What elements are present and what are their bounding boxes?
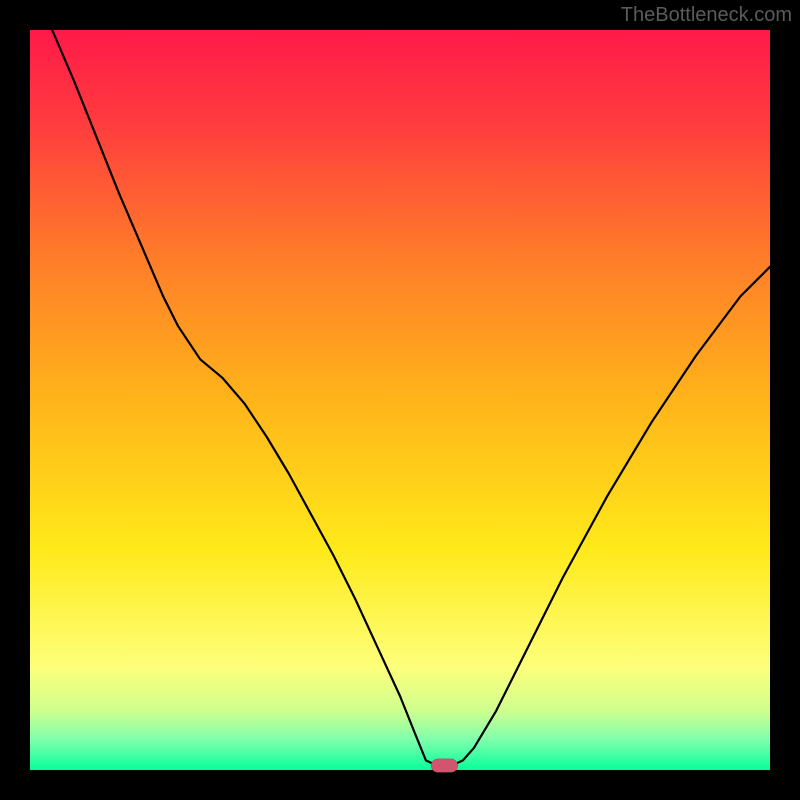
bottleneck-chart: TheBottleneck.com xyxy=(0,0,800,800)
plot-background xyxy=(30,30,770,770)
watermark-text: TheBottleneck.com xyxy=(621,4,792,27)
optimum-marker xyxy=(431,759,458,772)
chart-canvas xyxy=(0,0,800,800)
